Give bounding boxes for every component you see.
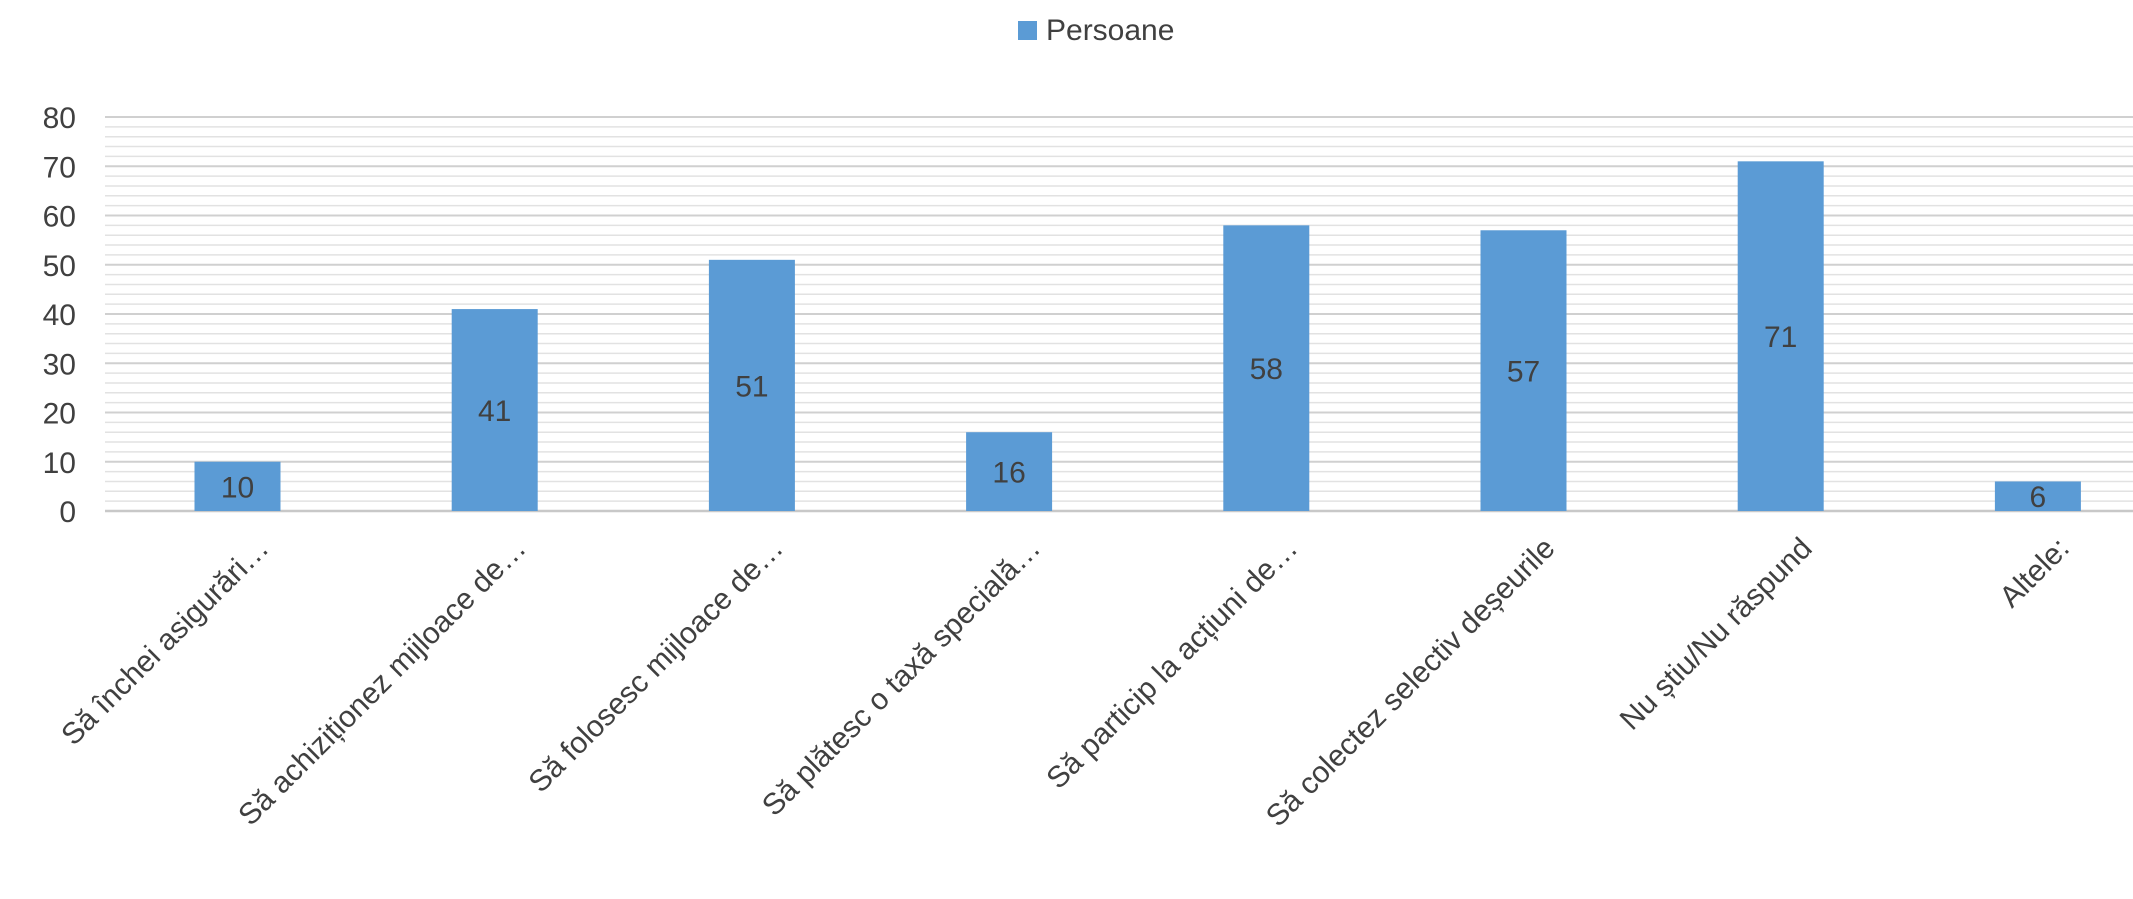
y-tick-label: 50 bbox=[43, 250, 76, 283]
x-tick-label: Să folosesc mijloace de… bbox=[522, 532, 789, 799]
y-tick-label: 70 bbox=[43, 151, 76, 184]
legend-swatch bbox=[1018, 21, 1037, 40]
y-tick-label: 0 bbox=[59, 496, 76, 529]
y-tick-label: 80 bbox=[43, 102, 76, 135]
bar bbox=[451, 309, 538, 511]
x-tick-label: Să închei asigurări… bbox=[55, 532, 275, 752]
y-tick-label: 20 bbox=[43, 398, 76, 431]
legend: Persoane bbox=[1018, 14, 1174, 47]
data-label: 16 bbox=[992, 457, 1025, 490]
x-tick-label: Să plătesc o taxă specială… bbox=[756, 532, 1047, 823]
bar bbox=[1480, 230, 1567, 511]
x-tick-label: Să achiziționez mijloace de… bbox=[232, 532, 532, 832]
data-label: 41 bbox=[478, 395, 511, 428]
data-label: 6 bbox=[2030, 481, 2047, 514]
data-label: 51 bbox=[735, 370, 768, 403]
data-label: 71 bbox=[1764, 321, 1797, 354]
x-axis: Să închei asigurări…Să achiziționez mijl… bbox=[55, 532, 2076, 834]
gridlines bbox=[105, 116, 2133, 513]
bar bbox=[1223, 225, 1310, 511]
bar bbox=[1994, 481, 2081, 511]
bar bbox=[1737, 161, 1824, 511]
y-tick-label: 60 bbox=[43, 201, 76, 234]
bar bbox=[708, 259, 795, 511]
x-tick-label: Să particip la acțiuni de… bbox=[1040, 532, 1304, 796]
x-tick-label: Nu știu/Nu răspund bbox=[1614, 532, 1819, 737]
bars: 10 41 51 16 58 57 71 6 bbox=[194, 161, 2081, 514]
legend-label: Persoane bbox=[1046, 14, 1174, 47]
y-axis: 0 10 20 30 40 50 60 70 80 bbox=[43, 102, 76, 529]
x-tick-label: Altele: bbox=[1994, 532, 2076, 614]
bar bbox=[194, 461, 281, 511]
y-tick-label: 40 bbox=[43, 299, 76, 332]
y-tick-label: 30 bbox=[43, 348, 76, 381]
data-label: 57 bbox=[1507, 356, 1540, 389]
bar bbox=[966, 432, 1053, 511]
x-tick-label: Să colectez selectiv deșeurile bbox=[1260, 532, 1562, 834]
data-label: 10 bbox=[221, 471, 254, 504]
data-label: 58 bbox=[1250, 353, 1283, 386]
y-tick-label: 10 bbox=[43, 447, 76, 480]
